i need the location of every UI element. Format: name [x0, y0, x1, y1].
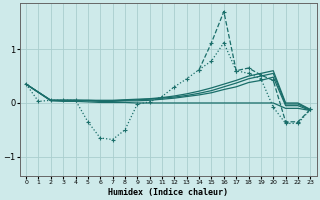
X-axis label: Humidex (Indice chaleur): Humidex (Indice chaleur) — [108, 188, 228, 197]
